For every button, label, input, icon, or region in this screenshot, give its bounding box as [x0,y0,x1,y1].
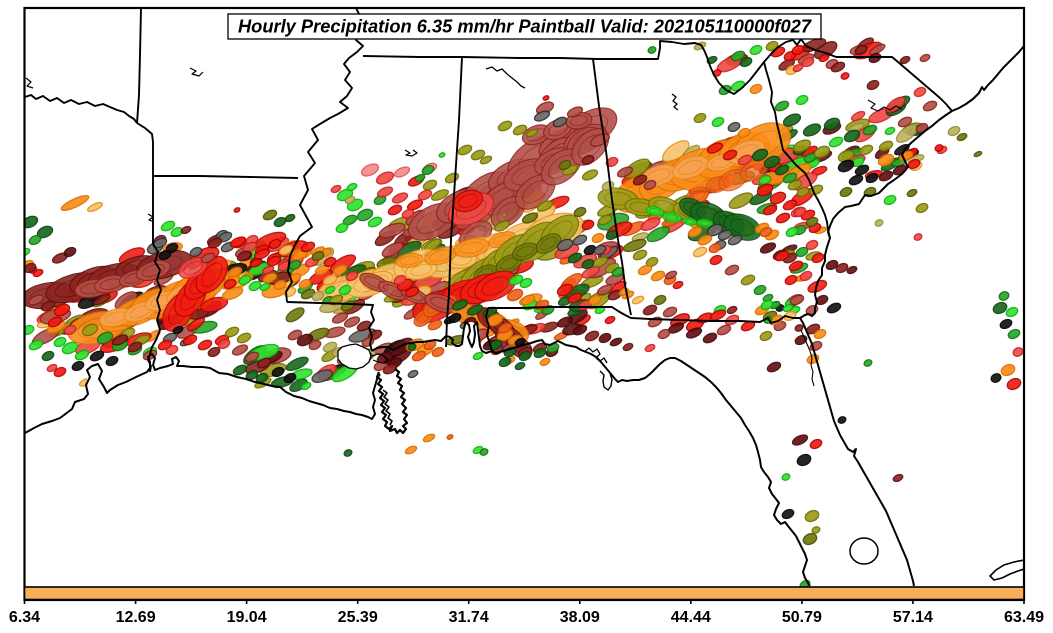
svg-text:12.69: 12.69 [116,609,156,626]
svg-text:Hourly Precipitation 6.35 mm/h: Hourly Precipitation 6.35 mm/hr Paintbal… [238,16,812,37]
svg-text:57.14: 57.14 [893,609,933,626]
svg-text:19.04: 19.04 [227,609,267,626]
svg-text:50.79: 50.79 [782,609,822,626]
svg-text:63.49: 63.49 [1004,609,1044,626]
svg-text:6.34: 6.34 [9,609,40,626]
svg-text:25.39: 25.39 [338,609,378,626]
svg-text:38.09: 38.09 [560,609,600,626]
svg-text:44.44: 44.44 [671,609,711,626]
svg-text:31.74: 31.74 [449,609,489,626]
